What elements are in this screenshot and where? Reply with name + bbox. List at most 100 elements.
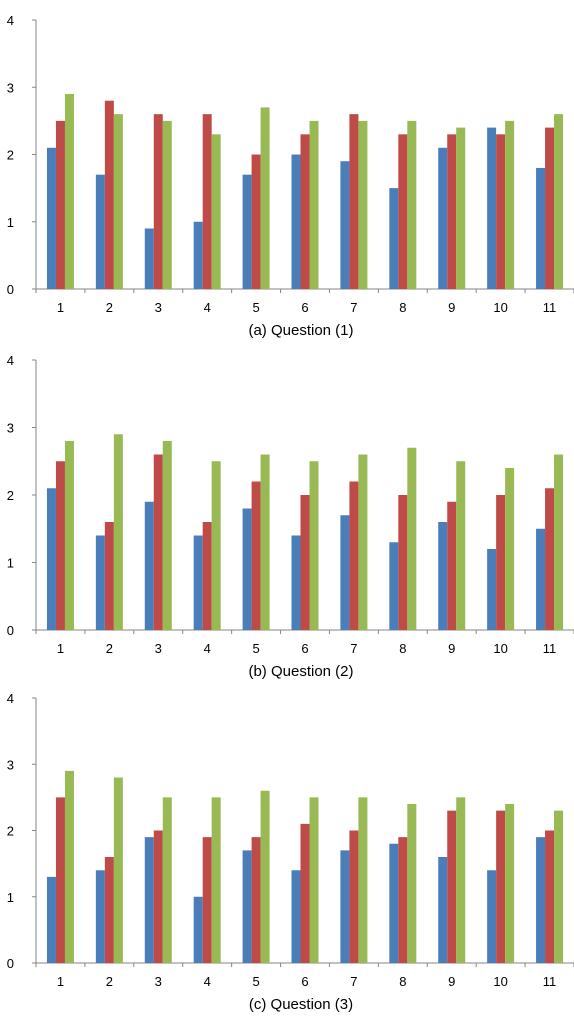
bar-series-2-cat-11 <box>545 830 555 963</box>
bar-series-1-cat-6 <box>291 870 301 963</box>
bar-series-1-cat-4 <box>193 896 203 963</box>
bar-series-1-cat-6 <box>291 154 301 289</box>
x-tick-label: 5 <box>252 641 259 656</box>
x-tick-label: 5 <box>252 974 259 989</box>
bar-series-2-cat-6 <box>300 134 310 289</box>
bar-series-2-cat-8 <box>398 837 408 963</box>
bar-series-2-cat-2 <box>104 857 114 963</box>
bar-series-3-cat-11 <box>554 810 564 963</box>
y-tick-label: 0 <box>7 282 14 297</box>
bar-series-1-cat-11 <box>536 167 546 289</box>
bar-series-2-cat-4 <box>202 837 212 963</box>
bar-series-1-cat-1 <box>46 147 56 289</box>
bar-series-1-cat-4 <box>193 221 203 289</box>
bar-series-2-cat-5 <box>251 154 261 289</box>
bar-series-1-cat-11 <box>536 837 546 963</box>
bar-series-2-cat-7 <box>349 830 359 963</box>
x-tick-label: 1 <box>57 300 64 315</box>
bar-series-1-cat-7 <box>340 161 350 289</box>
x-tick-label: 3 <box>155 641 162 656</box>
bar-series-3-cat-9 <box>456 127 466 289</box>
y-tick-label: 2 <box>7 148 14 163</box>
bar-series-1-cat-9 <box>438 522 448 630</box>
bar-series-2-cat-1 <box>55 797 65 963</box>
x-tick-label: 2 <box>106 300 113 315</box>
x-tick-label: 9 <box>448 974 455 989</box>
bar-series-3-cat-3 <box>162 120 172 289</box>
x-tick-label: 10 <box>493 300 507 315</box>
bar-series-2-cat-4 <box>202 114 212 290</box>
bar-series-2-cat-9 <box>447 810 457 963</box>
bar-series-3-cat-5 <box>260 107 270 289</box>
bar-series-3-cat-2 <box>113 434 123 630</box>
bar-series-2-cat-4 <box>202 522 212 630</box>
bar-series-2-cat-10 <box>496 810 506 963</box>
bar-series-3-cat-2 <box>113 777 123 963</box>
bar-series-3-cat-1 <box>64 770 74 963</box>
bar-series-2-cat-1 <box>55 120 65 289</box>
y-tick-label: 4 <box>7 691 14 706</box>
bar-series-2-cat-2 <box>104 100 114 289</box>
bar-series-3-cat-10 <box>505 120 515 289</box>
bar-series-1-cat-2 <box>95 870 105 963</box>
bar-series-1-cat-10 <box>487 870 497 963</box>
bar-series-2-cat-10 <box>496 495 506 630</box>
bar-series-2-cat-11 <box>545 488 555 630</box>
bar-series-2-cat-3 <box>153 114 163 290</box>
y-tick-label: 4 <box>7 353 14 368</box>
bar-series-3-cat-4 <box>211 134 221 289</box>
x-tick-label: 2 <box>106 974 113 989</box>
bar-series-3-cat-10 <box>505 804 515 963</box>
x-tick-label: 7 <box>350 641 357 656</box>
bar-series-1-cat-6 <box>291 535 301 630</box>
bar-series-3-cat-5 <box>260 790 270 963</box>
bar-series-2-cat-7 <box>349 481 359 630</box>
x-tick-label: 3 <box>155 974 162 989</box>
y-tick-label: 0 <box>7 623 14 638</box>
chart-panel-3: 0 1 2 3 4 1 2 3 4 5 6 7 8 9 10 11 (c) Question (3) <box>7 691 574 1013</box>
bar-series-3-cat-7 <box>358 454 368 630</box>
x-tick-label: 2 <box>106 641 113 656</box>
bar-series-3-cat-6 <box>309 797 319 963</box>
bar-series-3-cat-5 <box>260 454 270 630</box>
bar-series-1-cat-1 <box>46 488 56 630</box>
bar-series-1-cat-1 <box>46 876 56 963</box>
x-tick-label: 7 <box>350 300 357 315</box>
bar-series-3-cat-10 <box>505 468 515 630</box>
x-tick-label: 11 <box>543 974 557 989</box>
x-tick-label: 5 <box>252 300 259 315</box>
bar-series-2-cat-10 <box>496 134 506 289</box>
bar-series-3-cat-4 <box>211 797 221 963</box>
bar-series-1-cat-11 <box>536 528 546 630</box>
bar-series-1-cat-3 <box>144 228 154 289</box>
bar-series-3-cat-8 <box>407 447 417 630</box>
x-tick-label: 9 <box>448 641 455 656</box>
y-tick-label: 1 <box>7 890 14 905</box>
bar-series-1-cat-7 <box>340 515 350 630</box>
y-tick-label: 3 <box>7 80 14 95</box>
bar-series-1-cat-10 <box>487 549 497 630</box>
bar-series-3-cat-6 <box>309 120 319 289</box>
x-tick-label: 10 <box>493 641 507 656</box>
y-tick-label: 3 <box>7 421 14 436</box>
bar-series-3-cat-11 <box>554 454 564 630</box>
bar-series-3-cat-1 <box>64 441 74 630</box>
bar-series-3-cat-2 <box>113 114 123 290</box>
bar-series-1-cat-2 <box>95 174 105 289</box>
bar-series-3-cat-1 <box>64 93 74 289</box>
bar-series-2-cat-6 <box>300 495 310 630</box>
bar-series-2-cat-2 <box>104 522 114 630</box>
chart-caption: (a) Question (1) <box>248 322 353 339</box>
y-tick-label: 3 <box>7 757 14 772</box>
x-tick-label: 8 <box>399 641 406 656</box>
bar-series-2-cat-1 <box>55 461 65 630</box>
x-tick-label: 7 <box>350 974 357 989</box>
bar-series-1-cat-10 <box>487 127 497 289</box>
bar-series-2-cat-8 <box>398 134 408 289</box>
y-tick-label: 2 <box>7 488 14 503</box>
bar-series-3-cat-8 <box>407 804 417 963</box>
y-tick-label: 1 <box>7 556 14 571</box>
y-tick-label: 4 <box>7 13 14 28</box>
